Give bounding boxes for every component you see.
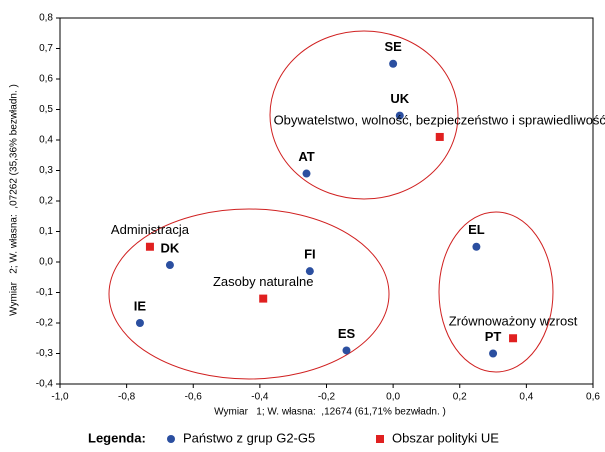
x-tick-label: 0,6	[586, 392, 600, 403]
x-tick-label: -0,8	[118, 392, 136, 403]
y-tick-label: -0,3	[36, 348, 54, 359]
point	[342, 346, 351, 355]
point-label: AT	[298, 149, 314, 164]
y-axis-title: Wymiar 2; W. własna: ,07262 (35,36% bezw…	[9, 84, 20, 316]
y-tick-label: 0,3	[39, 165, 53, 176]
point-label: Zasoby naturalne	[213, 274, 313, 289]
point	[389, 59, 398, 68]
point	[135, 319, 144, 327]
point	[509, 334, 518, 343]
x-tick-label: -1,0	[51, 392, 69, 403]
point	[145, 242, 154, 251]
y-tick-label: -0,1	[36, 287, 54, 298]
y-tick-label: 0,7	[39, 43, 53, 54]
x-tick-label: 0,4	[519, 392, 533, 403]
point-label: Obywatelstwo, wolność, bezpieczeństwo i …	[274, 112, 605, 127]
point	[305, 267, 314, 276]
cluster-ellipse	[438, 211, 554, 373]
y-tick-label: -0,2	[36, 318, 54, 329]
point-label: EL	[468, 222, 485, 237]
y-tick-label: 0,8	[39, 13, 53, 24]
y-tick-label: -0,4	[36, 379, 54, 390]
y-tick-label: 0,6	[39, 74, 53, 85]
x-tick-label: -0,4	[251, 392, 269, 403]
point-label: FI	[304, 247, 316, 262]
x-tick-label: -0,2	[318, 392, 336, 403]
legend-title: Legenda:	[88, 430, 146, 445]
y-tick-label: 0,2	[39, 196, 53, 207]
y-tick-label: 0,4	[39, 135, 53, 146]
point-label: PT	[485, 329, 502, 344]
point	[395, 111, 404, 120]
point	[472, 242, 481, 251]
y-tick-label: 0,0	[39, 257, 53, 268]
point	[435, 132, 444, 141]
legend-marker	[167, 435, 175, 443]
x-axis-title: Wymiar 1; W. własna: ,12674 (61,71% bezw…	[214, 407, 446, 418]
x-tick-label: 0,0	[386, 392, 400, 403]
point-label: UK	[390, 91, 409, 106]
point	[165, 261, 174, 270]
legend-label: Państwo z grup G2-G5	[183, 430, 315, 445]
point-label: IE	[134, 298, 147, 313]
legend-marker	[376, 435, 384, 443]
y-tick-label: 0,1	[39, 226, 53, 237]
legend-label: Obszar polityki UE	[392, 430, 499, 445]
x-tick-label: 0,2	[453, 392, 467, 403]
cluster-ellipse	[108, 208, 390, 380]
point-label: Zrównoważony wzrost	[449, 314, 578, 329]
cluster-ellipse	[269, 30, 459, 200]
x-tick-label: -0,6	[185, 392, 203, 403]
point	[302, 169, 311, 178]
point-label: Administracja	[111, 222, 190, 237]
point	[259, 294, 268, 303]
point-label: SE	[384, 39, 402, 54]
y-tick-label: 0,5	[39, 104, 53, 115]
point	[489, 349, 498, 358]
point-label: ES	[338, 326, 356, 341]
point-label: DK	[161, 240, 180, 255]
